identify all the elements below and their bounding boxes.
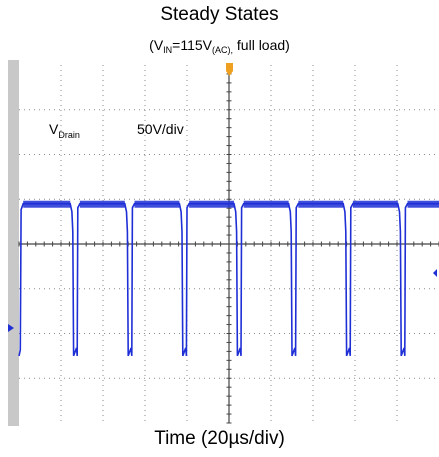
trigger-marker-icon	[226, 63, 233, 76]
vdrain-waveform	[18, 202, 439, 357]
chart-subtitle: (VIN=115V(AC), full load)	[0, 37, 439, 55]
left-margin-strip	[8, 60, 19, 426]
waveform-noise-band	[407, 200, 439, 208]
oscilloscope-plot: VDrain 50V/div	[8, 60, 439, 426]
trigger-level-marker-icon	[433, 269, 437, 277]
x-axis-label: Time (20µs/div)	[154, 428, 285, 449]
vdrain-trace	[18, 200, 439, 357]
subtitle-middle: =115V	[172, 37, 213, 53]
waveform-noise-band	[298, 200, 344, 208]
waveform-noise-band	[134, 200, 180, 208]
waveform-noise-band	[352, 200, 398, 208]
subtitle-suffix: full load)	[233, 37, 290, 53]
trace-label: VDrain	[49, 121, 80, 140]
subtitle-prefix: (V	[149, 37, 164, 53]
waveform-noise-band	[243, 200, 289, 208]
chart-title: Steady States	[160, 4, 279, 25]
subtitle-sub-in: IN	[163, 45, 173, 55]
subtitle-sub-ac: (AC),	[212, 45, 234, 55]
waveform-noise-band	[23, 200, 71, 208]
waveform-noise-band	[189, 200, 235, 208]
scale-label: 50V/div	[137, 121, 184, 137]
ground-level-marker-icon	[8, 324, 14, 332]
center-axes	[18, 64, 439, 424]
waveform-noise-band	[79, 200, 125, 208]
